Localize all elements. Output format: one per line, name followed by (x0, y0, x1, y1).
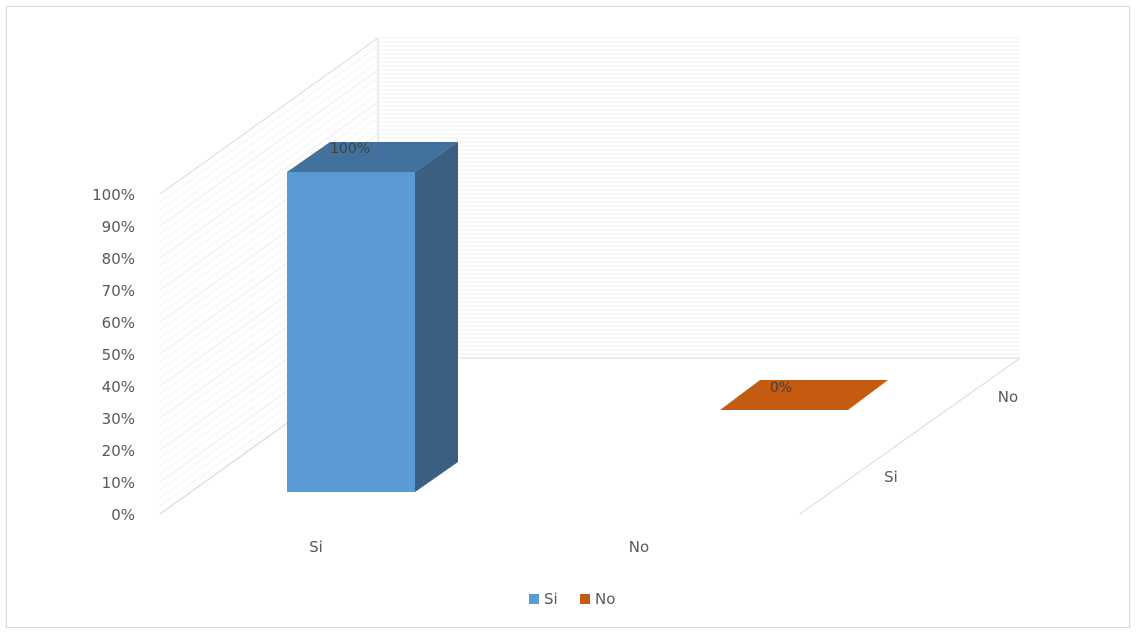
gridline-side-minor (159, 45, 379, 203)
bar-no-top (720, 380, 888, 410)
depth-label-no: No (998, 388, 1018, 406)
category-label-si: Si (309, 538, 323, 556)
floor-right-edge (799, 357, 1021, 515)
gridline-side-minor (159, 93, 379, 251)
bar-si-side (415, 142, 458, 492)
gridline-side-minor (159, 101, 379, 259)
y-axis-ticks: 0% 10% 20% 30% 40% 50% 60% 70% 80% 90% 100% (92, 186, 135, 524)
y-tick-label: 20% (102, 442, 135, 460)
gridline-side-minor (159, 77, 379, 235)
data-label-si: 100% (330, 141, 370, 157)
gridline-side-minor (159, 69, 379, 227)
y-tick-label: 100% (92, 186, 135, 204)
legend-label-si: Si (544, 590, 558, 608)
y-tick-label: 10% (102, 474, 135, 492)
gridline-side-minor (159, 109, 379, 267)
bar-si-front (287, 172, 415, 492)
gridline-side-minor (159, 61, 379, 219)
bars (287, 142, 888, 492)
y-tick-label: 70% (102, 282, 135, 300)
category-label-no: No (629, 538, 649, 556)
y-tick-label: 90% (102, 218, 135, 236)
depth-label-si: Si (884, 468, 898, 486)
legend-label-no: No (595, 590, 615, 608)
data-labels: 100% 0% (330, 141, 792, 396)
y-tick-label: 0% (111, 506, 135, 524)
y-tick-label: 50% (102, 346, 135, 364)
y-tick-label: 40% (102, 378, 135, 396)
gridline-side-10 (159, 37, 379, 195)
bar-si-top (287, 142, 458, 172)
legend-swatch-no (580, 594, 590, 604)
data-label-no: 0% (770, 380, 792, 396)
legend: Si No (529, 590, 615, 608)
y-tick-label: 80% (102, 250, 135, 268)
legend-swatch-si (529, 594, 539, 604)
gridline-side-minor (159, 53, 379, 211)
category-labels: Si No Si No (309, 388, 1018, 556)
gridline-side-minor (159, 85, 379, 243)
y-tick-label: 60% (102, 314, 135, 332)
y-tick-label: 30% (102, 410, 135, 428)
